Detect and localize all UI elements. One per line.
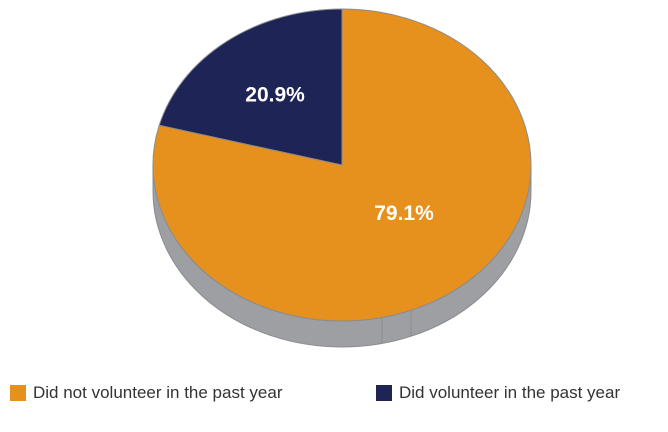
legend: Did not volunteer in the past year Did v…	[10, 383, 668, 407]
slice-label-did-volunteer: 20.9%	[245, 83, 305, 106]
pie-slice-did-volunteer	[158, 8, 343, 166]
pie-labels: 79.1% 20.9%	[245, 83, 434, 225]
legend-swatch-orange	[10, 385, 26, 401]
slice-label-did-not-volunteer: 79.1%	[374, 202, 434, 225]
legend-swatch-navy	[376, 385, 392, 401]
legend-item-did-volunteer: Did volunteer in the past year	[376, 383, 620, 403]
pie-slices	[152, 8, 532, 322]
legend-label: Did volunteer in the past year	[399, 383, 621, 402]
legend-item-did-not-volunteer: Did not volunteer in the past year	[10, 383, 282, 403]
legend-label: Did not volunteer in the past year	[33, 383, 283, 402]
